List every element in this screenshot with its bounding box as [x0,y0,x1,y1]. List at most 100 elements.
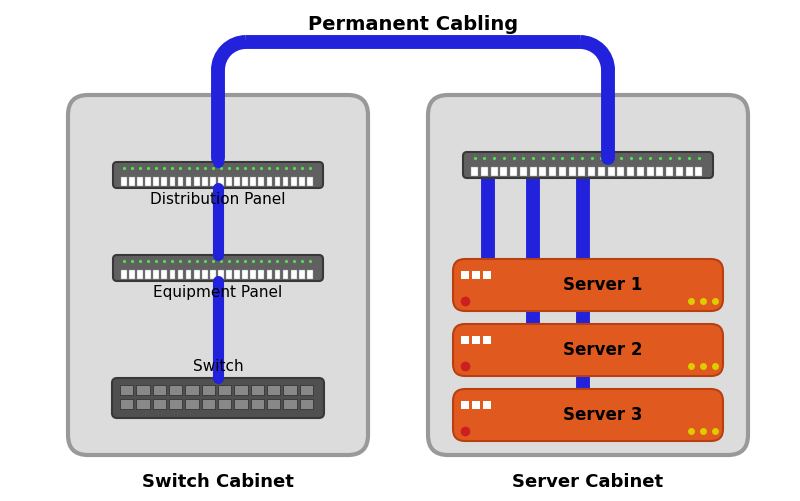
Bar [154,270,159,280]
FancyBboxPatch shape [428,95,748,455]
FancyBboxPatch shape [113,255,323,281]
Bar [242,270,248,280]
Bar [194,270,199,280]
Bar [282,270,289,280]
Text: Switch Cabinet: Switch Cabinet [142,473,294,491]
Bar [226,176,232,186]
Bar [170,270,175,280]
Bar [234,399,248,409]
Bar [218,270,224,280]
Bar [490,166,498,176]
Bar [483,336,491,344]
Bar [162,176,167,186]
Bar [146,176,151,186]
Bar [307,270,313,280]
Bar [472,336,480,344]
Bar [283,385,297,395]
Bar [129,176,135,186]
Bar [153,399,166,409]
Bar [250,176,256,186]
Bar [210,270,216,280]
Bar [186,385,198,395]
Bar [266,270,272,280]
Bar [618,166,624,176]
FancyBboxPatch shape [68,95,368,455]
Text: Switch: Switch [193,359,243,374]
Bar [274,176,281,186]
Bar [598,166,605,176]
Bar [267,399,280,409]
Bar [153,385,166,395]
Bar [483,271,491,279]
Text: Distribution Panel: Distribution Panel [150,192,286,207]
Bar [186,176,191,186]
Bar [202,385,215,395]
Bar [178,176,183,186]
Bar [169,385,182,395]
Bar [483,401,491,409]
Text: Equipment Panel: Equipment Panel [154,285,282,300]
Bar [186,399,198,409]
Bar [569,166,575,176]
Bar [481,166,488,176]
Bar [510,166,517,176]
Bar [218,399,231,409]
Bar [250,399,264,409]
Text: Permanent Cabling: Permanent Cabling [308,15,518,34]
Text: Server 1: Server 1 [563,276,642,294]
Bar [258,176,264,186]
Bar [627,166,634,176]
Bar [472,401,480,409]
Bar [676,166,682,176]
Bar [666,166,673,176]
Text: Server 2: Server 2 [563,341,642,359]
Bar [299,270,305,280]
Bar [549,166,556,176]
Bar [686,166,693,176]
Bar [202,270,208,280]
Bar [218,176,224,186]
Bar [120,385,134,395]
Bar [472,271,480,279]
FancyBboxPatch shape [113,162,323,188]
Bar [646,166,654,176]
Bar [194,176,199,186]
Bar [656,166,663,176]
Bar [588,166,595,176]
Bar [250,270,256,280]
Bar [607,166,614,176]
Bar [250,385,264,395]
Bar [266,176,272,186]
Bar [202,399,215,409]
Bar [300,399,313,409]
Bar [299,176,305,186]
Bar [290,270,297,280]
Bar [578,166,586,176]
FancyBboxPatch shape [453,389,723,441]
Bar [129,270,135,280]
Bar [471,166,478,176]
Bar [307,176,313,186]
Bar [210,176,216,186]
Bar [695,166,702,176]
Bar [234,385,248,395]
Bar [539,166,546,176]
Bar [146,270,151,280]
Bar [283,399,297,409]
Bar [121,270,127,280]
Text: Server 3: Server 3 [563,406,642,424]
Bar [120,399,134,409]
Bar [186,270,191,280]
Bar [267,385,280,395]
Bar [461,401,469,409]
Bar [461,271,469,279]
FancyBboxPatch shape [453,259,723,311]
Bar [520,166,526,176]
Bar [137,270,143,280]
Bar [136,399,150,409]
Bar [530,166,537,176]
Bar [234,176,240,186]
Bar [234,270,240,280]
Bar [500,166,507,176]
FancyBboxPatch shape [463,152,713,178]
